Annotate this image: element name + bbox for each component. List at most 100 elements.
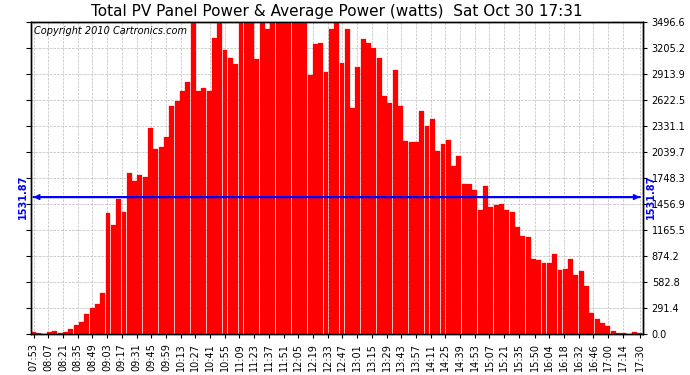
Bar xyxy=(212,38,217,334)
Bar xyxy=(600,322,605,334)
Bar xyxy=(424,126,429,334)
Bar xyxy=(430,119,435,334)
Bar xyxy=(180,91,185,334)
Bar xyxy=(408,142,413,334)
Bar xyxy=(563,269,568,334)
Bar xyxy=(542,263,546,334)
Bar xyxy=(47,332,52,334)
Bar xyxy=(329,29,334,334)
Bar xyxy=(175,101,179,334)
Bar xyxy=(52,332,57,334)
Bar xyxy=(515,228,520,334)
Bar xyxy=(462,184,466,334)
Bar xyxy=(249,4,254,334)
Bar xyxy=(393,70,397,334)
Bar xyxy=(233,64,238,334)
Bar xyxy=(552,254,557,334)
Bar xyxy=(611,331,615,334)
Bar xyxy=(217,14,222,334)
Bar xyxy=(345,29,350,334)
Bar xyxy=(153,149,158,334)
Bar xyxy=(292,14,297,334)
Bar xyxy=(510,212,515,334)
Bar xyxy=(621,333,627,334)
Bar xyxy=(37,333,41,334)
Bar xyxy=(499,204,504,334)
Bar xyxy=(440,144,446,334)
Bar xyxy=(121,212,126,334)
Bar xyxy=(190,23,195,334)
Bar xyxy=(74,325,79,334)
Bar xyxy=(58,333,63,334)
Bar xyxy=(132,181,137,334)
Bar xyxy=(584,286,589,334)
Bar xyxy=(371,48,376,334)
Bar xyxy=(494,205,499,334)
Bar xyxy=(473,190,477,334)
Bar xyxy=(313,44,318,334)
Bar xyxy=(281,22,286,334)
Bar xyxy=(477,210,483,334)
Bar xyxy=(259,12,265,334)
Bar xyxy=(382,96,387,334)
Bar xyxy=(616,333,621,334)
Bar xyxy=(302,4,307,334)
Bar xyxy=(308,75,313,334)
Bar xyxy=(244,4,248,334)
Bar xyxy=(270,9,275,334)
Bar xyxy=(483,186,488,334)
Bar xyxy=(632,332,637,334)
Bar xyxy=(143,177,148,334)
Bar xyxy=(526,237,531,334)
Bar xyxy=(186,82,190,334)
Bar xyxy=(350,108,355,334)
Bar xyxy=(297,22,302,334)
Bar xyxy=(451,166,456,334)
Text: Copyright 2010 Cartronics.com: Copyright 2010 Cartronics.com xyxy=(34,26,187,36)
Bar xyxy=(536,261,541,334)
Bar xyxy=(223,50,228,334)
Bar xyxy=(467,184,472,334)
Bar xyxy=(79,322,84,334)
Text: 1531.87: 1531.87 xyxy=(17,175,28,219)
Bar xyxy=(446,140,451,334)
Bar xyxy=(520,236,525,334)
Bar xyxy=(605,326,610,334)
Bar xyxy=(196,91,201,334)
Bar xyxy=(255,59,259,334)
Bar xyxy=(84,314,89,334)
Bar xyxy=(170,106,175,334)
Bar xyxy=(100,292,105,334)
Bar xyxy=(547,263,552,334)
Bar xyxy=(558,270,562,334)
Bar xyxy=(276,4,281,334)
Bar xyxy=(457,156,462,334)
Bar xyxy=(318,44,323,334)
Bar xyxy=(324,72,328,334)
Bar xyxy=(573,276,578,334)
Bar xyxy=(111,225,116,334)
Bar xyxy=(361,39,366,334)
Bar xyxy=(239,4,244,334)
Bar xyxy=(63,332,68,334)
Bar xyxy=(339,63,344,334)
Bar xyxy=(334,4,339,334)
Bar xyxy=(68,329,73,334)
Bar xyxy=(31,332,36,334)
Bar xyxy=(404,141,408,334)
Bar xyxy=(504,210,509,334)
Bar xyxy=(159,147,164,334)
Bar xyxy=(137,175,142,334)
Bar xyxy=(106,213,110,334)
Bar xyxy=(568,259,573,334)
Bar xyxy=(228,58,233,334)
Bar xyxy=(489,207,493,334)
Bar xyxy=(595,319,600,334)
Bar xyxy=(435,152,440,334)
Bar xyxy=(265,29,270,334)
Bar xyxy=(95,304,100,334)
Bar xyxy=(127,173,132,334)
Bar xyxy=(377,58,382,334)
Title: Total PV Panel Power & Average Power (watts)  Sat Oct 30 17:31: Total PV Panel Power & Average Power (wa… xyxy=(91,4,582,19)
Text: 1531.87: 1531.87 xyxy=(646,175,656,219)
